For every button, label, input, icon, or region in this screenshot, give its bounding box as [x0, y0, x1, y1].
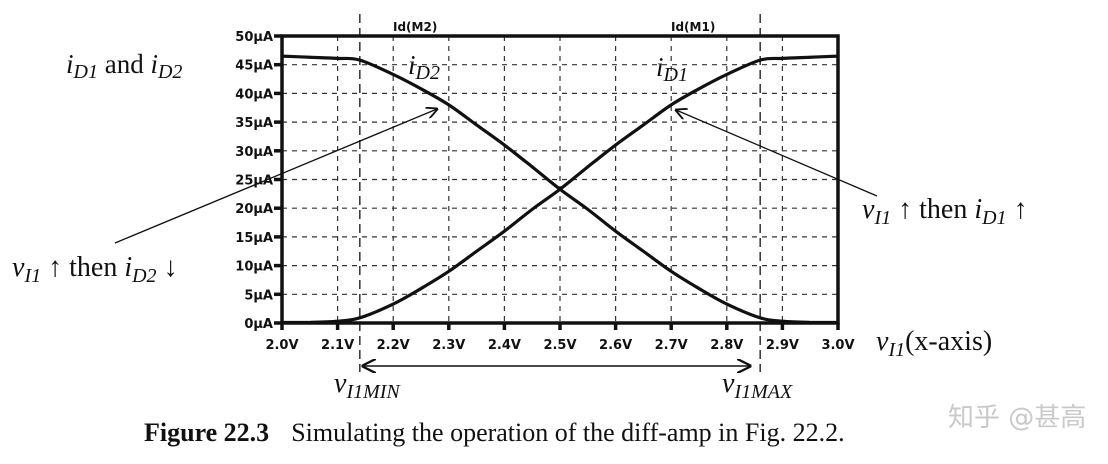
- y-tick-label: 25µA: [235, 174, 273, 189]
- curve-id2: [281, 54, 839, 325]
- x-tick-label: 3.0V: [821, 338, 854, 353]
- y-tick-label: 10µA: [235, 260, 273, 275]
- x-tick-label: 2.3V: [432, 338, 465, 353]
- x-tick-label: 2.1V: [321, 338, 354, 353]
- figure-caption: Figure 22.3 Simulating the operation of t…: [144, 418, 845, 447]
- y-axis-title: iD1 and iD2: [66, 49, 182, 83]
- annotation-right: vI1 ↑ then iD1 ↑: [862, 194, 1028, 229]
- x-tick-label: 2.4V: [488, 338, 521, 353]
- annotation-arrow-left: [114, 109, 437, 244]
- axis-ticks: 2.0V 2.1V 2.2V 2.3V 2.4V 2.5V 2.6V 2.7V 2.8V 2.9V…: [235, 30, 854, 353]
- x-tick-label: 2.2V: [377, 338, 410, 353]
- vmin-vmax-markers: [359, 14, 761, 372]
- y-tick-label: 45µA: [235, 59, 273, 74]
- vi1-max-label: vI1MAX: [722, 368, 793, 403]
- y-tick-label: 0µA: [244, 317, 273, 332]
- plot-curves: [281, 54, 839, 325]
- y-tick-label: 30µA: [235, 145, 273, 160]
- x-tick-label: 2.8V: [710, 338, 743, 353]
- watermark: 知乎 @甚高: [948, 403, 1086, 433]
- trace-name-m1: Id(M1): [671, 20, 715, 34]
- x-axis-title: vI1(x-axis): [876, 326, 992, 361]
- vi1-min-label: vI1MIN: [334, 368, 401, 403]
- plot-grid: [282, 36, 838, 323]
- x-tick-label: 2.5V: [543, 338, 576, 353]
- curve-label-id1: iD1: [656, 52, 688, 86]
- figure-number: Figure 22.3: [144, 418, 269, 447]
- y-tick-label: 35µA: [235, 116, 273, 131]
- y-tick-label: 15µA: [235, 231, 273, 246]
- x-tick-label: 2.6V: [599, 338, 632, 353]
- x-tick-label: 2.0V: [265, 338, 298, 353]
- x-tick-label: 2.9V: [766, 338, 799, 353]
- annotation-left: vI1 ↑ then iD2 ↓: [12, 252, 178, 287]
- curve-label-id2: iD2: [408, 50, 440, 84]
- y-tick-label: 40µA: [235, 87, 273, 102]
- trace-name-m2: Id(M2): [393, 20, 437, 34]
- x-tick-label: 2.7V: [655, 338, 688, 353]
- y-tick-label: 20µA: [235, 202, 273, 217]
- caption-text: Simulating the operation of the diff-amp…: [291, 418, 844, 447]
- annotation-arrow-right: [676, 110, 878, 197]
- y-tick-label: 50µA: [235, 30, 273, 45]
- y-tick-label: 5µA: [244, 288, 273, 303]
